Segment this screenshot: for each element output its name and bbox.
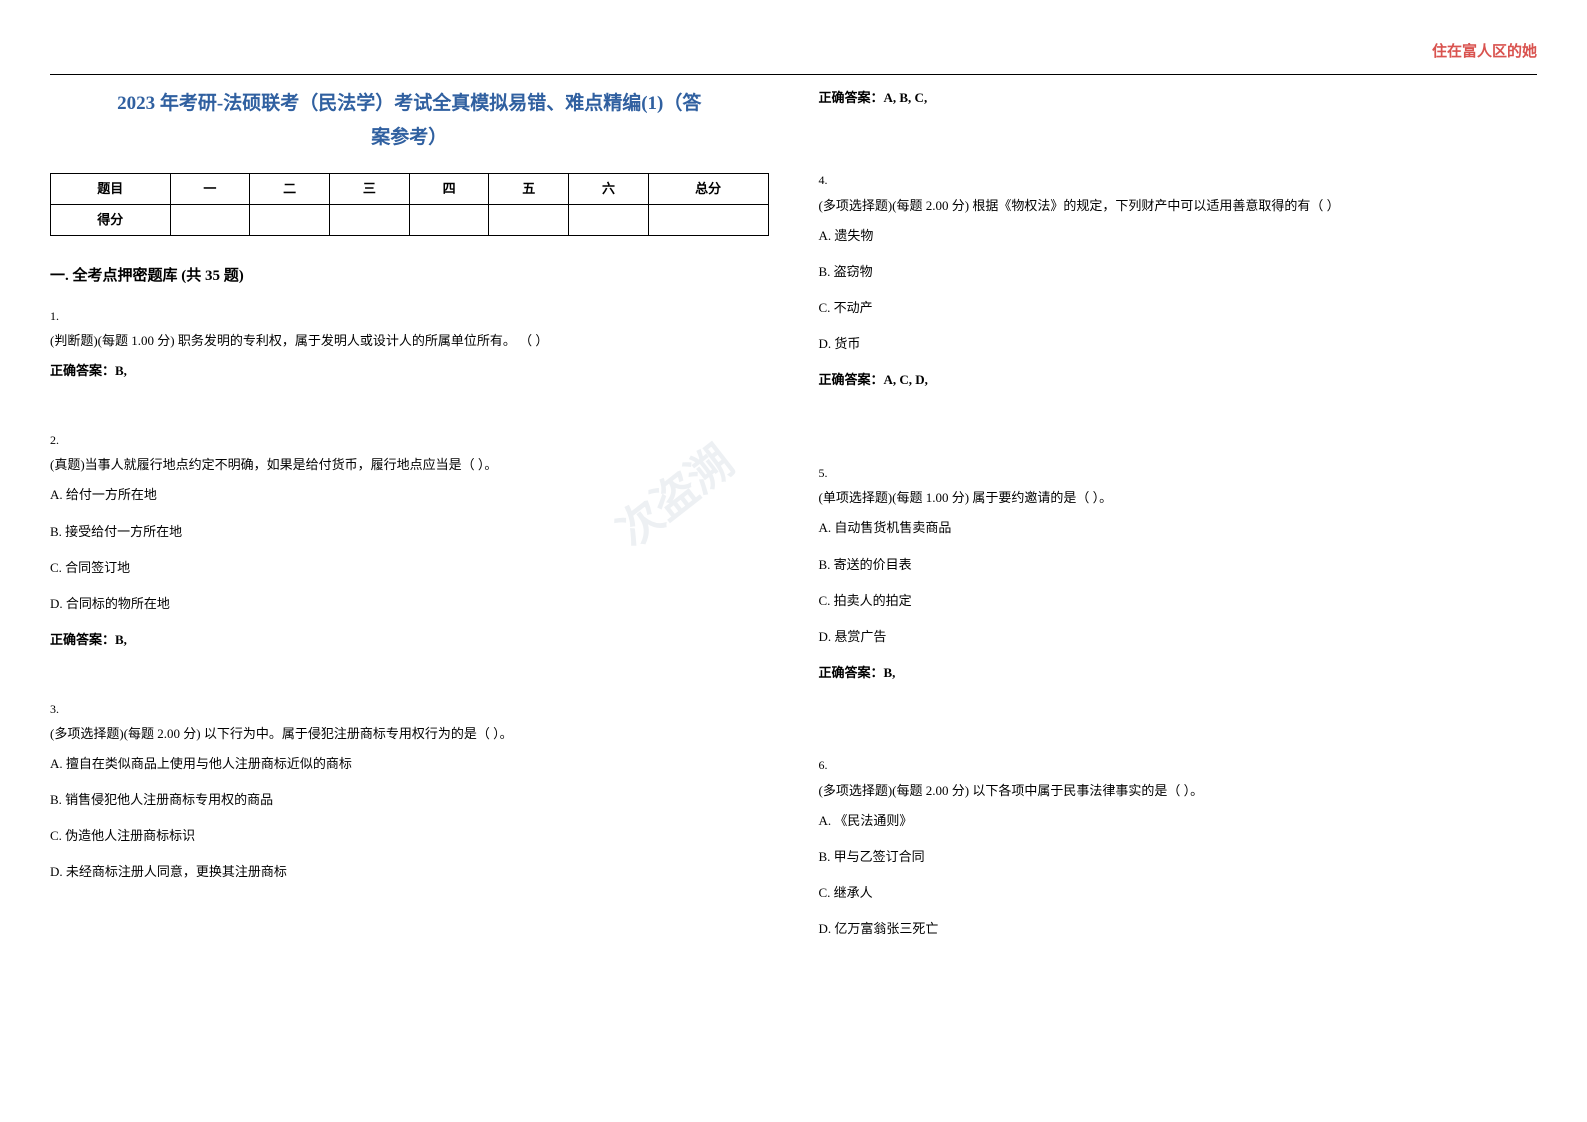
q1-number: 1. <box>50 306 769 326</box>
td-score-label: 得分 <box>51 204 171 235</box>
th-4: 四 <box>409 173 489 204</box>
q4-number: 4. <box>819 170 1538 190</box>
td-blank <box>409 204 489 235</box>
q2-text: (真题)当事人就履行地点约定不明确，如果是给付货币，履行地点应当是（ ）。 <box>50 454 769 476</box>
td-blank <box>489 204 569 235</box>
title-line-2: 案参考） <box>371 127 447 148</box>
q3-opt-d: D. 未经商标注册人同意，更换其注册商标 <box>50 861 769 883</box>
q2-opt-b: B. 接受给付一方所在地 <box>50 521 769 543</box>
q3-text: (多项选择题)(每题 2.00 分) 以下行为中。属于侵犯注册商标专用权行为的是… <box>50 723 769 745</box>
q6-opt-b: B. 甲与乙签订合同 <box>819 846 1538 868</box>
th-6: 六 <box>569 173 649 204</box>
th-2: 二 <box>250 173 330 204</box>
td-blank <box>569 204 649 235</box>
th-3: 三 <box>330 173 410 204</box>
q5-text: (单项选择题)(每题 1.00 分) 属于要约邀请的是（ ）。 <box>819 487 1538 509</box>
section-1-heading: 一. 全考点押密题库 (共 35 题) <box>50 264 769 290</box>
q2-opt-c: C. 合同签订地 <box>50 557 769 579</box>
table-row: 得分 <box>51 204 769 235</box>
q4-answer: 正确答案：A, C, D, <box>819 369 1538 391</box>
th-1: 一 <box>170 173 250 204</box>
q5-opt-c: C. 拍卖人的拍定 <box>819 590 1538 612</box>
left-column: 2023 年考研-法硕联考（民法学）考试全真模拟易错、难点精编(1)（答 案参考… <box>50 87 769 955</box>
table-row: 题目 一 二 三 四 五 六 总分 <box>51 173 769 204</box>
q2-opt-a: A. 给付一方所在地 <box>50 484 769 506</box>
q4-opt-b: B. 盗窃物 <box>819 261 1538 283</box>
td-blank <box>170 204 250 235</box>
q5-opt-b: B. 寄送的价目表 <box>819 554 1538 576</box>
q5-answer: 正确答案：B, <box>819 662 1538 684</box>
header-brand: 住在富人区的她 <box>50 40 1537 66</box>
q2-answer: 正确答案：B, <box>50 629 769 651</box>
th-total: 总分 <box>648 173 768 204</box>
q6-opt-a: A. 《民法通则》 <box>819 810 1538 832</box>
right-column: 正确答案：A, B, C, 4. (多项选择题)(每题 2.00 分) 根据《物… <box>819 87 1538 955</box>
q6-opt-c: C. 继承人 <box>819 882 1538 904</box>
td-blank <box>330 204 410 235</box>
title-line-1: 2023 年考研-法硕联考（民法学）考试全真模拟易错、难点精编(1)（答 <box>117 93 701 114</box>
th-5: 五 <box>489 173 569 204</box>
q4-text: (多项选择题)(每题 2.00 分) 根据《物权法》的规定，下列财产中可以适用善… <box>819 195 1538 217</box>
exam-title: 2023 年考研-法硕联考（民法学）考试全真模拟易错、难点精编(1)（答 案参考… <box>50 87 769 155</box>
q2-opt-d: D. 合同标的物所在地 <box>50 593 769 615</box>
q2-number: 2. <box>50 430 769 450</box>
two-column-layout: 2023 年考研-法硕联考（民法学）考试全真模拟易错、难点精编(1)（答 案参考… <box>50 87 1537 955</box>
q3-opt-c: C. 伪造他人注册商标标识 <box>50 825 769 847</box>
score-table: 题目 一 二 三 四 五 六 总分 得分 <box>50 173 769 236</box>
q4-opt-a: A. 遗失物 <box>819 225 1538 247</box>
q5-number: 5. <box>819 463 1538 483</box>
td-blank <box>250 204 330 235</box>
q3-opt-a: A. 擅自在类似商品上使用与他人注册商标近似的商标 <box>50 753 769 775</box>
q3-opt-b: B. 销售侵犯他人注册商标专用权的商品 <box>50 789 769 811</box>
th-subject: 题目 <box>51 173 171 204</box>
td-blank <box>648 204 768 235</box>
q6-number: 6. <box>819 755 1538 775</box>
q6-text: (多项选择题)(每题 2.00 分) 以下各项中属于民事法律事实的是（ ）。 <box>819 780 1538 802</box>
q3-answer-continued: 正确答案：A, B, C, <box>819 87 1538 109</box>
q6-opt-d: D. 亿万富翁张三死亡 <box>819 918 1538 940</box>
q4-opt-c: C. 不动产 <box>819 297 1538 319</box>
q4-opt-d: D. 货币 <box>819 333 1538 355</box>
q1-answer: 正确答案：B, <box>50 360 769 382</box>
q3-number: 3. <box>50 699 769 719</box>
q5-opt-a: A. 自动售货机售卖商品 <box>819 517 1538 539</box>
q1-text: (判断题)(每题 1.00 分) 职务发明的专利权，属于发明人或设计人的所属单位… <box>50 330 769 352</box>
q5-opt-d: D. 悬赏广告 <box>819 626 1538 648</box>
header-divider <box>50 74 1537 75</box>
